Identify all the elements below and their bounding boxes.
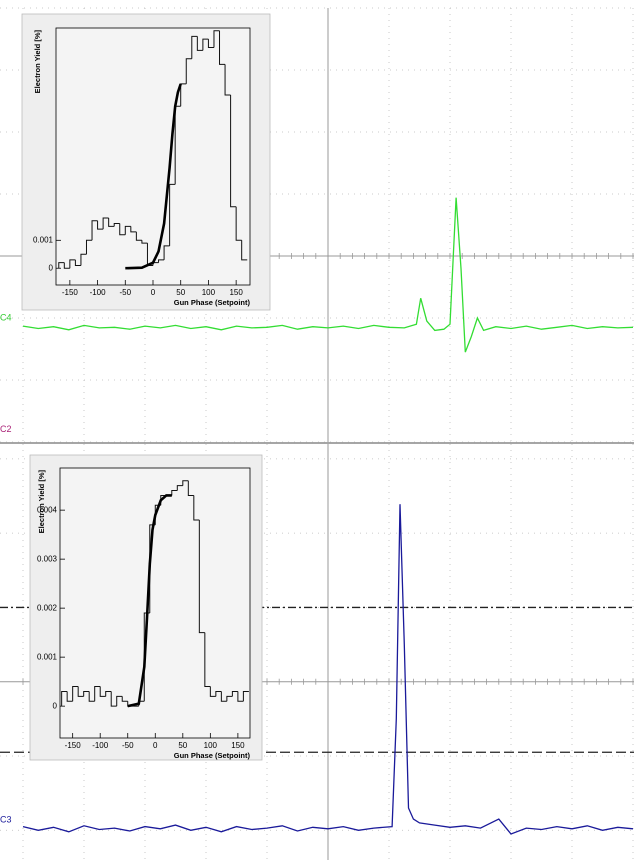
histogram-step — [102, 217, 109, 230]
trace — [22, 504, 634, 835]
trace — [22, 197, 634, 353]
histogram-step — [69, 259, 76, 269]
histogram-step — [169, 183, 176, 246]
histogram-step — [224, 64, 231, 96]
x-tick-label: 0 — [151, 288, 156, 297]
histogram-step — [61, 690, 68, 707]
histogram-step — [171, 490, 178, 496]
channel-label: C2 — [0, 424, 12, 434]
fit-curve — [125, 83, 182, 270]
histogram-step — [113, 223, 120, 227]
histogram-step — [191, 35, 198, 59]
histogram-step — [237, 691, 244, 702]
histogram-step — [213, 30, 220, 48]
y-tick-label: 0.004 — [37, 505, 58, 514]
histogram-step — [130, 226, 137, 233]
histogram-step — [119, 223, 126, 236]
histogram-step — [110, 691, 117, 707]
inset-plot-area — [55, 27, 251, 286]
histogram-step — [193, 495, 200, 521]
x-tick-label: 100 — [204, 741, 218, 750]
histogram-step — [176, 485, 183, 491]
y-tick-label: 0 — [49, 263, 54, 272]
x-tick-label: -100 — [90, 288, 107, 297]
histogram-step — [242, 690, 249, 702]
y-tick-label: 0.003 — [37, 554, 58, 563]
x-axis-label: Gun Phase (Setpoint) — [174, 298, 251, 307]
channel-label: C4 — [0, 312, 12, 322]
histogram-step — [202, 38, 209, 51]
histogram-step — [91, 220, 98, 241]
y-axis-label: Electron Yield [%] — [33, 30, 42, 94]
histogram-step — [235, 206, 242, 241]
x-tick-label: 50 — [178, 741, 187, 750]
histogram-step — [209, 686, 216, 697]
histogram-step — [66, 691, 73, 702]
histogram-step — [219, 30, 226, 65]
histogram-step — [141, 240, 148, 244]
histogram-step — [196, 36, 203, 51]
x-tick-label: -150 — [65, 741, 82, 750]
histogram-step — [116, 695, 123, 707]
histogram-step — [204, 632, 211, 688]
histogram-step — [74, 259, 81, 266]
histogram-step — [215, 690, 222, 697]
histogram-step — [94, 686, 101, 702]
x-tick-label: 150 — [229, 288, 243, 297]
histogram-step — [105, 690, 112, 697]
histogram-step — [220, 691, 227, 702]
histogram-step — [108, 217, 115, 227]
histogram-step — [187, 480, 194, 496]
histogram-step — [180, 83, 187, 107]
histogram-step — [185, 58, 192, 84]
y-tick-label: 0.001 — [33, 235, 54, 244]
x-axis-label: Gun Phase (Setpoint) — [174, 751, 251, 760]
histogram-step — [80, 253, 87, 266]
histogram-step — [198, 519, 205, 634]
x-tick-label: -150 — [62, 288, 79, 297]
histogram-step — [226, 695, 233, 702]
histogram-step — [230, 95, 237, 208]
histogram-step — [83, 690, 90, 697]
histogram-step — [124, 225, 131, 235]
histogram-step — [158, 259, 165, 263]
histogram-step — [163, 245, 170, 260]
x-tick-label: -100 — [92, 741, 109, 750]
histogram-step — [72, 686, 79, 702]
histogram-step — [99, 686, 106, 697]
x-tick-label: 150 — [231, 741, 245, 750]
x-tick-label: -50 — [120, 288, 132, 297]
histogram-step — [231, 690, 238, 697]
y-tick-label: 0.001 — [37, 652, 58, 661]
histogram-step — [135, 231, 142, 241]
histogram-step — [207, 39, 214, 49]
histogram-step — [77, 686, 84, 697]
histogram-step — [85, 239, 93, 255]
x-tick-label: 0 — [153, 741, 158, 750]
histogram-step — [97, 220, 104, 230]
y-tick-label: 0.002 — [37, 603, 58, 612]
y-axis-label: Electron Yield [%] — [37, 470, 46, 534]
histogram-step — [241, 240, 248, 261]
histogram-step — [63, 262, 70, 269]
histogram-step — [121, 696, 128, 702]
x-tick-label: -50 — [122, 741, 134, 750]
x-tick-label: 100 — [202, 288, 216, 297]
x-tick-label: 50 — [176, 288, 185, 297]
y-tick-label: 0 — [53, 701, 58, 710]
histogram-step — [88, 691, 95, 702]
channel-label: C3 — [0, 814, 12, 824]
histogram-step — [182, 480, 189, 486]
histogram-step — [58, 262, 65, 269]
fit-curve — [127, 494, 172, 708]
